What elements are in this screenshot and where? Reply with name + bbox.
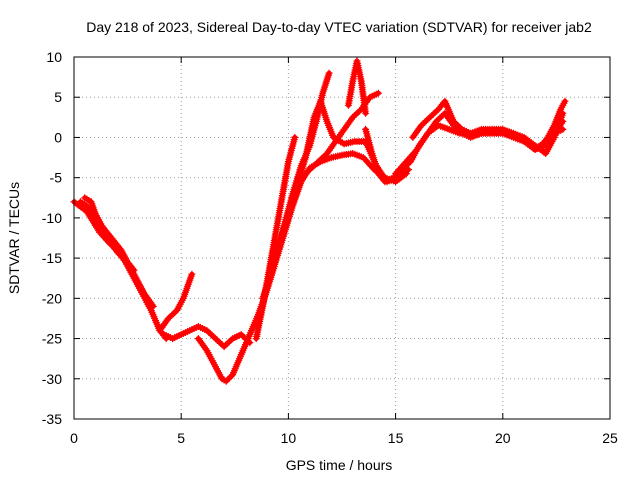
axes (73, 56, 611, 420)
series-satellite-track-11 (344, 57, 370, 117)
y-tick-label: -5 (50, 170, 63, 186)
x-tick-label: 5 (177, 430, 185, 446)
plus-markers (409, 97, 567, 157)
grid-lines (74, 57, 610, 419)
x-tick-label: 0 (70, 430, 78, 446)
y-tick-label: -10 (42, 210, 62, 226)
x-tick-label: 20 (495, 430, 511, 446)
x-tick-label: 15 (388, 430, 404, 446)
y-tick-label: -15 (42, 250, 62, 266)
plus-markers (156, 270, 196, 334)
y-tick-labels: -35 -30 -25 -20 -15 -10 -5 0 5 10 (42, 49, 62, 427)
series-satellite-track-4 (156, 270, 196, 334)
plot-frame (73, 56, 611, 420)
y-tick-label: -30 (42, 371, 62, 387)
y-tick-label: -25 (42, 331, 62, 347)
plus-markers (344, 57, 370, 117)
x-axis-title: GPS time / hours (286, 457, 393, 473)
plus-markers (81, 194, 157, 310)
x-tick-label: 10 (281, 430, 297, 446)
y-tick-label: 10 (46, 49, 62, 65)
y-tick-label: 0 (54, 129, 62, 145)
y-axis-title: SDTVAR / TECUs (6, 182, 22, 294)
y-tick-label: -20 (42, 290, 62, 306)
plus-markers (531, 97, 569, 153)
series-satellite-track-3 (81, 194, 157, 310)
y-tick-label: 5 (54, 89, 62, 105)
chart-title: Day 218 of 2023, Sidereal Day-to-day VTE… (86, 19, 592, 35)
plus-markers (160, 323, 254, 351)
series-satellite-track-5 (160, 323, 254, 351)
series-satellite-track-15 (531, 97, 569, 153)
x-tick-labels: 0 5 10 15 20 25 (70, 430, 618, 446)
x-tick-label: 25 (602, 430, 618, 446)
y-tick-label: -35 (42, 411, 62, 427)
data-series (70, 57, 569, 385)
